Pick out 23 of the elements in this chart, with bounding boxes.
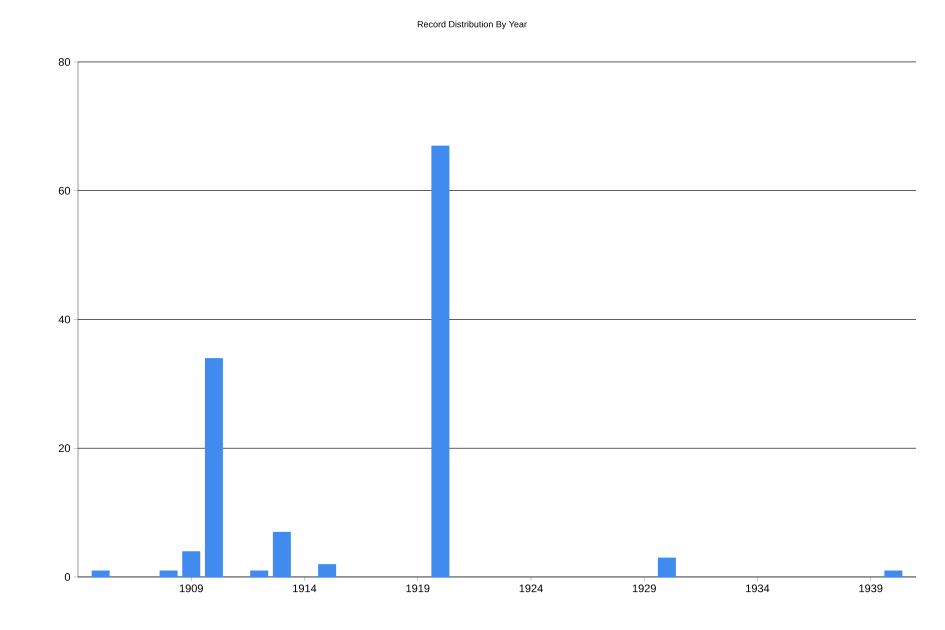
y-tick-label: 40 <box>58 316 70 324</box>
x-tick-label: 1914 <box>293 584 316 592</box>
y-tick-label: 60 <box>58 186 70 195</box>
chart-title: Record Distribution By Year <box>418 20 527 30</box>
bar <box>658 558 676 577</box>
y-tick-label: 80 <box>58 58 70 66</box>
bar <box>318 564 336 577</box>
x-tick-label: 1909 <box>180 584 203 592</box>
x-tick-label: 1924 <box>520 584 543 592</box>
y-tick-label: 0 <box>64 573 70 581</box>
bar <box>431 146 450 577</box>
bar <box>272 532 291 577</box>
bar <box>182 551 200 577</box>
x-tick-label: 1929 <box>632 584 656 592</box>
bar <box>92 570 110 577</box>
x-tick-label: 1919 <box>406 584 430 592</box>
y-tick-label: 20 <box>58 444 70 452</box>
x-tick-label: 1939 <box>859 584 882 592</box>
bar <box>884 570 902 577</box>
x-tick-label: 1934 <box>746 584 770 592</box>
bar <box>204 358 223 577</box>
bar <box>160 570 178 577</box>
bar <box>250 570 268 577</box>
